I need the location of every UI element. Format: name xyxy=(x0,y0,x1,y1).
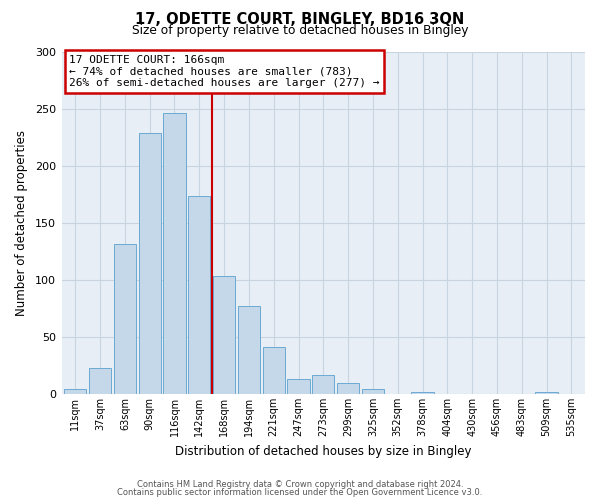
Bar xyxy=(213,276,235,394)
Y-axis label: Number of detached properties: Number of detached properties xyxy=(15,130,28,316)
Bar xyxy=(163,113,185,394)
Text: Size of property relative to detached houses in Bingley: Size of property relative to detached ho… xyxy=(132,24,468,37)
Bar xyxy=(263,347,285,394)
Bar xyxy=(362,390,384,394)
Bar xyxy=(89,368,111,394)
Text: 17 ODETTE COURT: 166sqm
← 74% of detached houses are smaller (783)
26% of semi-d: 17 ODETTE COURT: 166sqm ← 74% of detache… xyxy=(70,55,380,88)
Bar xyxy=(312,374,334,394)
Bar xyxy=(238,306,260,394)
Bar xyxy=(139,132,161,394)
Bar xyxy=(188,196,211,394)
Bar xyxy=(535,392,558,394)
Bar xyxy=(114,244,136,394)
Bar xyxy=(287,379,310,394)
X-axis label: Distribution of detached houses by size in Bingley: Distribution of detached houses by size … xyxy=(175,444,472,458)
Bar xyxy=(64,390,86,394)
Bar xyxy=(412,392,434,394)
Bar xyxy=(337,382,359,394)
Text: Contains public sector information licensed under the Open Government Licence v3: Contains public sector information licen… xyxy=(118,488,482,497)
Text: 17, ODETTE COURT, BINGLEY, BD16 3QN: 17, ODETTE COURT, BINGLEY, BD16 3QN xyxy=(136,12,464,28)
Text: Contains HM Land Registry data © Crown copyright and database right 2024.: Contains HM Land Registry data © Crown c… xyxy=(137,480,463,489)
